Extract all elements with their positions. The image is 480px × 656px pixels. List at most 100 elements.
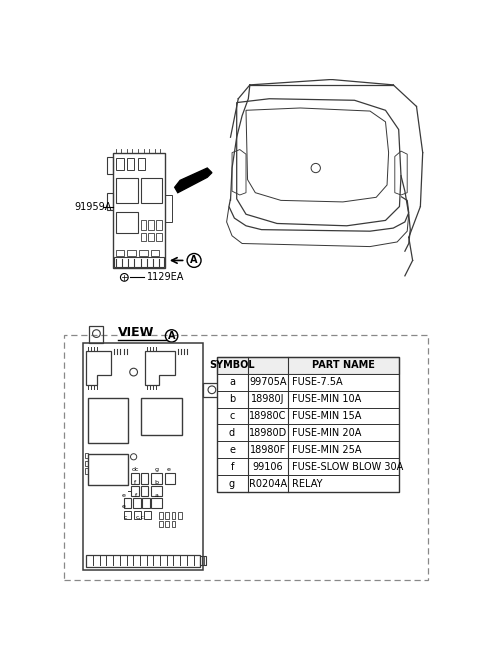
Bar xyxy=(216,441,399,459)
Bar xyxy=(144,510,151,519)
Text: e: e xyxy=(122,493,126,498)
Bar xyxy=(83,343,204,570)
Bar xyxy=(216,390,399,407)
Bar xyxy=(178,512,181,519)
Text: FUSE-MIN 20A: FUSE-MIN 20A xyxy=(292,428,361,438)
Text: e: e xyxy=(167,467,171,472)
Bar xyxy=(116,158,123,170)
Bar xyxy=(127,158,134,170)
Text: f: f xyxy=(135,493,137,498)
Text: 18980C: 18980C xyxy=(249,411,287,421)
Bar xyxy=(88,455,128,485)
Bar xyxy=(141,473,148,483)
Bar xyxy=(204,383,220,397)
Bar xyxy=(151,250,159,256)
Text: 18980F: 18980F xyxy=(250,445,286,455)
Text: 99106: 99106 xyxy=(252,462,283,472)
Text: 18980J: 18980J xyxy=(251,394,285,404)
Bar xyxy=(141,234,146,241)
Text: c: c xyxy=(123,515,127,520)
Polygon shape xyxy=(175,168,212,193)
Text: g: g xyxy=(155,467,158,472)
Bar xyxy=(123,510,131,519)
Bar xyxy=(166,195,172,222)
Bar xyxy=(133,499,141,508)
Text: e: e xyxy=(122,504,126,509)
Text: 91959A: 91959A xyxy=(74,201,111,211)
Bar xyxy=(159,521,163,527)
Bar xyxy=(216,424,399,441)
Bar xyxy=(141,486,148,496)
Bar xyxy=(148,220,154,230)
Bar xyxy=(141,178,162,203)
Text: RELAY: RELAY xyxy=(292,479,322,489)
Text: A: A xyxy=(191,255,198,266)
Bar xyxy=(166,473,175,483)
Text: a: a xyxy=(229,377,235,387)
Bar xyxy=(152,473,162,483)
Text: f: f xyxy=(134,480,136,485)
Text: 18980D: 18980D xyxy=(249,428,287,438)
Text: dc: dc xyxy=(132,467,140,472)
Bar xyxy=(216,357,399,374)
Bar xyxy=(152,486,162,496)
Text: PART NAME: PART NAME xyxy=(312,360,375,370)
Text: 99705A: 99705A xyxy=(249,377,287,387)
Bar xyxy=(142,499,150,508)
Bar xyxy=(200,556,206,565)
Bar xyxy=(137,158,145,170)
Bar xyxy=(116,250,124,256)
Bar xyxy=(159,512,163,519)
Bar xyxy=(216,475,399,492)
Text: R0204A: R0204A xyxy=(249,479,287,489)
Text: d: d xyxy=(229,428,235,438)
Text: g: g xyxy=(229,479,235,489)
Text: e: e xyxy=(229,445,235,455)
Bar xyxy=(85,468,88,474)
Text: c,c: c,c xyxy=(135,515,144,520)
Text: FUSE-SLOW BLOW 30A: FUSE-SLOW BLOW 30A xyxy=(292,462,403,472)
Bar xyxy=(85,453,88,459)
Bar xyxy=(113,153,166,268)
Bar xyxy=(152,499,162,508)
Bar xyxy=(142,398,181,435)
Text: FUSE-MIN 10A: FUSE-MIN 10A xyxy=(292,394,361,404)
Text: 1129EA: 1129EA xyxy=(147,272,184,282)
Text: FUSE-MIN 25A: FUSE-MIN 25A xyxy=(292,445,361,455)
Text: b: b xyxy=(155,480,158,485)
Bar xyxy=(148,234,154,241)
Text: FUSE-MIN 15A: FUSE-MIN 15A xyxy=(292,411,361,421)
Bar xyxy=(156,234,162,241)
Text: b: b xyxy=(229,394,235,404)
Text: A: A xyxy=(168,331,175,341)
Bar xyxy=(216,459,399,475)
Bar xyxy=(216,407,399,424)
Bar xyxy=(116,178,137,203)
Bar xyxy=(156,220,162,230)
Bar xyxy=(123,499,132,508)
Bar xyxy=(166,521,169,527)
Bar xyxy=(107,157,113,174)
Text: SYMBOL: SYMBOL xyxy=(209,360,255,370)
Bar xyxy=(127,250,136,256)
Bar xyxy=(86,554,200,567)
Bar xyxy=(133,510,141,519)
Bar xyxy=(139,250,147,256)
Text: a: a xyxy=(155,493,158,498)
Bar xyxy=(132,473,139,483)
Text: FUSE-7.5A: FUSE-7.5A xyxy=(292,377,342,387)
Bar xyxy=(172,512,176,519)
Bar xyxy=(114,257,164,266)
Bar xyxy=(88,398,128,443)
Bar xyxy=(132,486,139,496)
Bar xyxy=(89,326,103,343)
Text: VIEW: VIEW xyxy=(118,326,155,339)
Bar xyxy=(85,461,88,466)
Bar xyxy=(107,194,113,211)
Text: c: c xyxy=(229,411,235,421)
Bar xyxy=(64,335,428,580)
Bar xyxy=(172,521,176,527)
Bar xyxy=(216,374,399,390)
Bar xyxy=(216,357,399,492)
Bar xyxy=(116,212,137,234)
